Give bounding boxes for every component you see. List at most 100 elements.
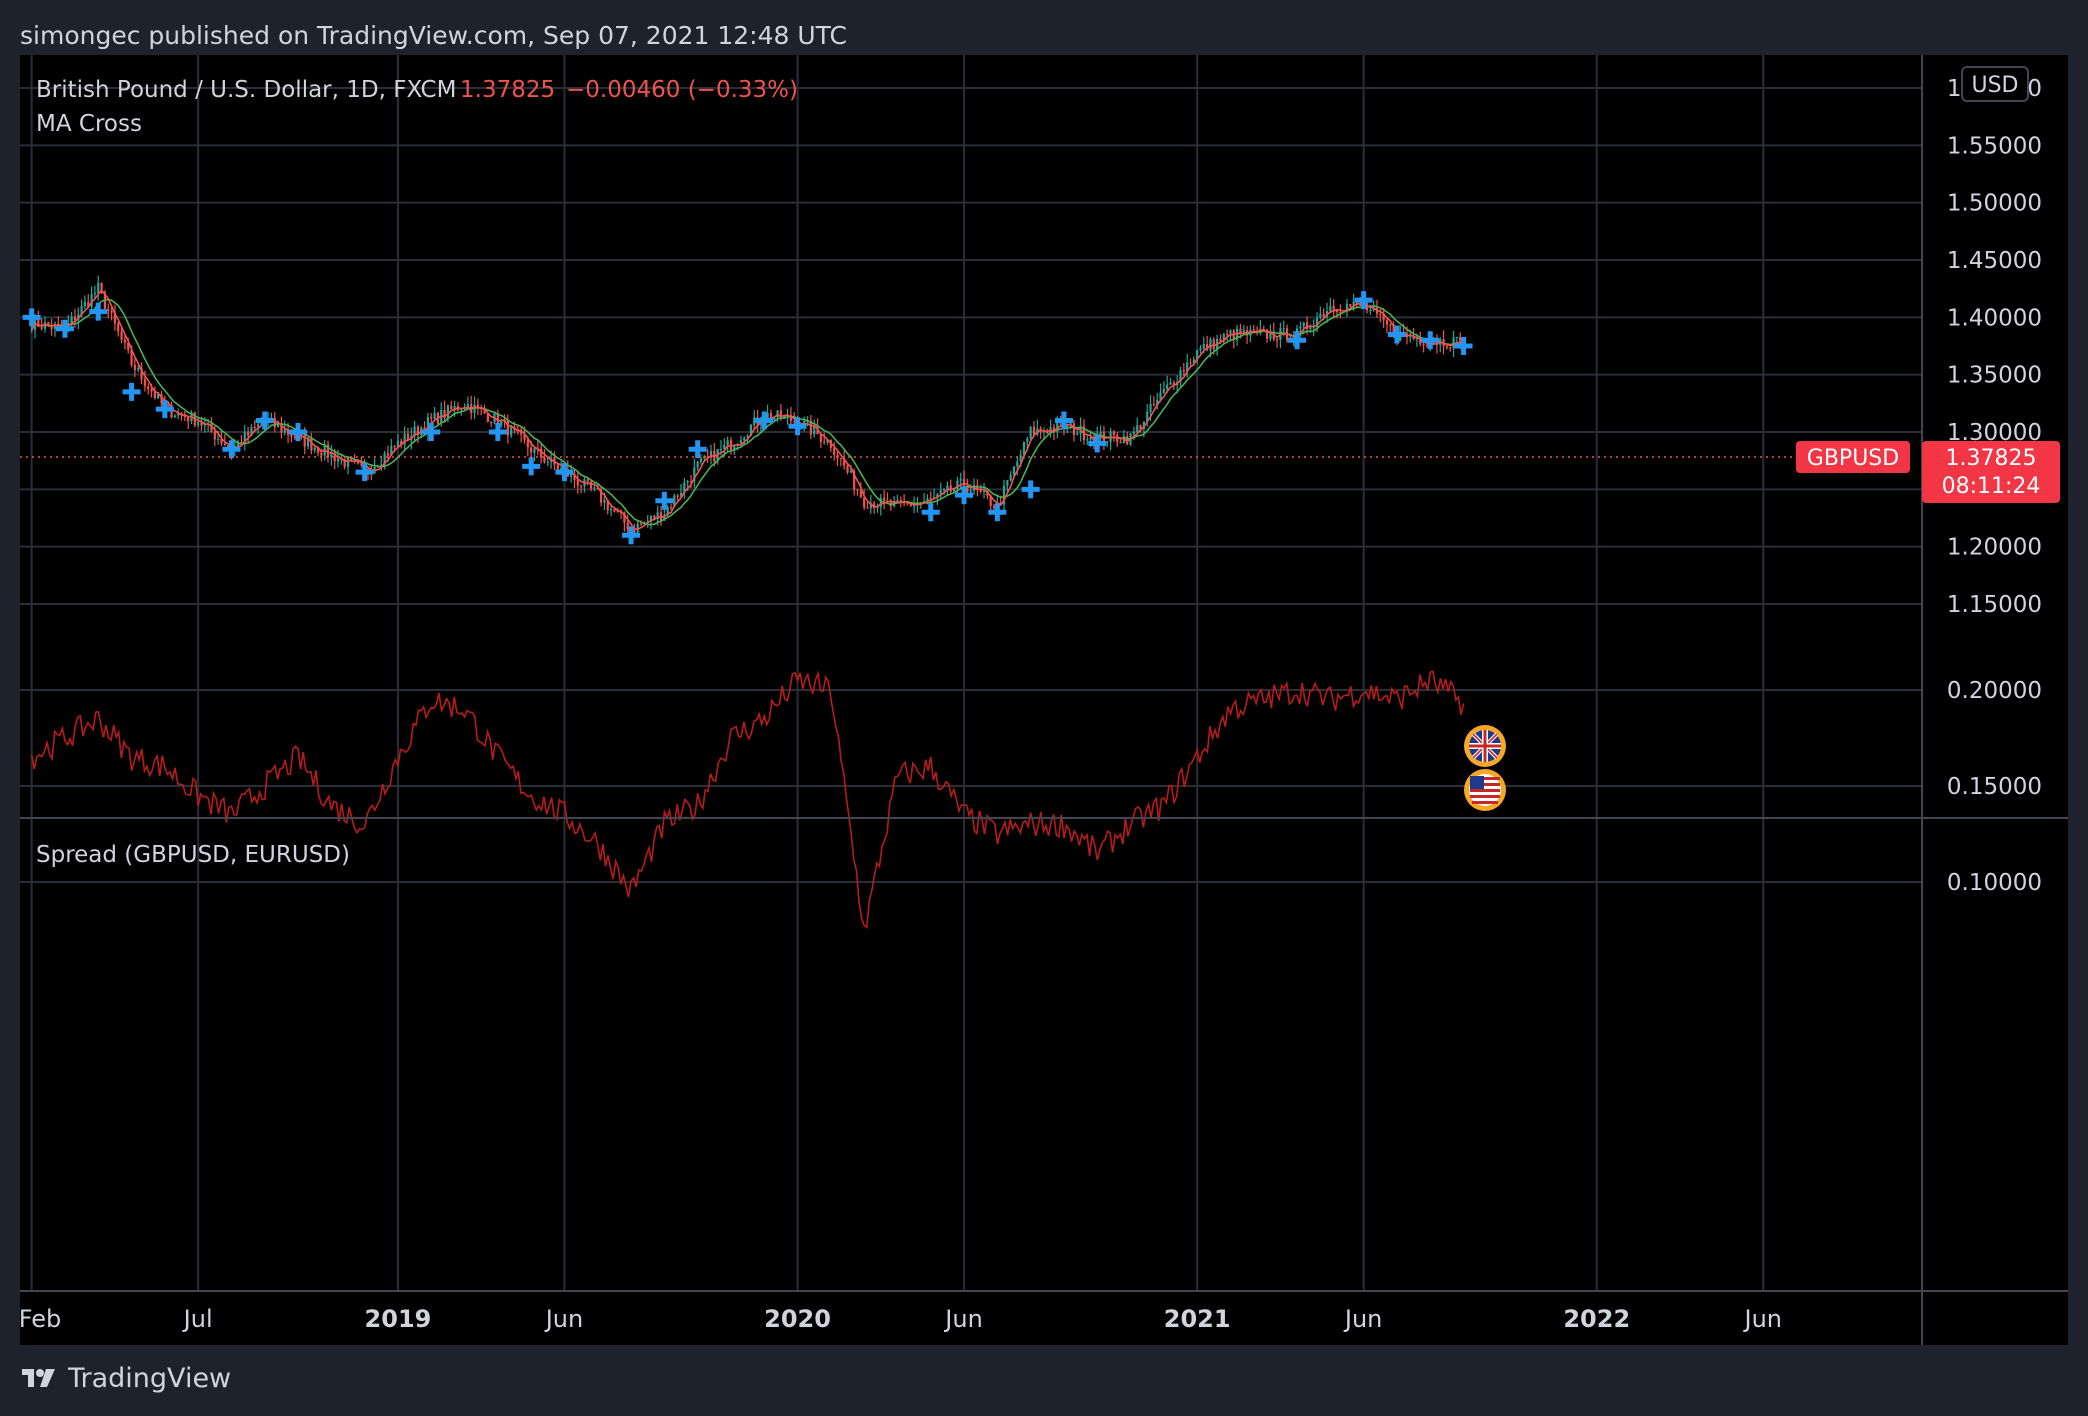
time-axis-tick: 2021: [1164, 1305, 1231, 1333]
candle-body: [520, 430, 523, 435]
candle-body: [969, 490, 972, 492]
candle-body: [443, 409, 446, 418]
spread-line: [30, 670, 1465, 930]
time-axis-tick: 2019: [365, 1305, 432, 1333]
candle-body: [473, 404, 476, 413]
candle-body: [986, 491, 989, 496]
candle-body: [540, 448, 543, 458]
candle-body: [1089, 436, 1092, 440]
candle-body: [729, 440, 733, 450]
candle-body: [306, 438, 310, 447]
candle-body: [1032, 426, 1036, 435]
candle-body: [1136, 425, 1139, 432]
ma-cross-marker: [1054, 411, 1073, 430]
ma-cross-marker: [1354, 291, 1373, 310]
ma-cross-marker: [55, 319, 74, 338]
candle-body: [746, 435, 749, 438]
price-axis-tick: 1.15000: [1947, 592, 2042, 618]
candle-body: [1345, 304, 1349, 312]
candle-body: [430, 417, 433, 419]
chart-area[interactable]: 1.600001.550001.500001.450001.400001.350…: [20, 55, 2068, 1345]
footer-brand[interactable]: TradingView: [20, 1356, 231, 1400]
candle-body: [133, 364, 136, 371]
candle-body: [1106, 441, 1109, 443]
time-axis-tick: Feb: [20, 1305, 61, 1333]
ma-cross-marker: [788, 417, 807, 436]
indicator-title[interactable]: MA Cross: [36, 111, 142, 137]
candle-body: [1066, 424, 1069, 429]
candle-body: [1072, 423, 1076, 435]
candle-body: [320, 452, 323, 456]
candle-body: [413, 426, 416, 437]
time-axis-tick: Jun: [943, 1305, 983, 1333]
candle-body: [546, 461, 549, 463]
candle-body: [1046, 431, 1049, 434]
candle-body: [280, 424, 283, 433]
candle-body: [1282, 328, 1285, 330]
candle-body: [879, 497, 882, 507]
candle-body: [846, 465, 849, 473]
footer-brand-text: TradingView: [68, 1362, 232, 1394]
candle-body: [1329, 306, 1332, 312]
candle-body: [739, 440, 743, 444]
spread-title[interactable]: Spread (GBPUSD, EURUSD): [36, 842, 350, 868]
candle-body: [1349, 304, 1352, 307]
candle-body: [946, 485, 949, 490]
time-axis-tick: Jun: [1743, 1305, 1783, 1333]
candle-body: [276, 424, 280, 428]
candle-body: [446, 405, 450, 418]
candle-body: [1309, 327, 1312, 330]
us-flag-icon[interactable]: [1464, 769, 1506, 811]
ma-cross-marker: [988, 503, 1007, 522]
candle-body: [639, 523, 643, 525]
candle-body: [283, 429, 286, 433]
candle-body: [313, 447, 316, 451]
candle-body: [1385, 320, 1389, 325]
candle-body: [490, 421, 493, 423]
instrument-title[interactable]: British Pound / U.S. Dollar, 1D, FXCM: [36, 77, 456, 103]
candle-body: [992, 505, 996, 508]
ma-cross-marker: [89, 302, 108, 321]
candle-body: [932, 497, 936, 499]
candle-body: [656, 512, 659, 520]
candle-body: [669, 507, 673, 509]
candle-body: [922, 501, 926, 503]
candle-body: [450, 405, 453, 410]
candle-body: [663, 515, 666, 521]
candle-body: [693, 467, 696, 482]
candle-body: [1332, 306, 1335, 310]
candle-body: [1392, 324, 1395, 337]
candle-body: [1319, 313, 1322, 318]
uk-flag-icon[interactable]: [1464, 725, 1506, 767]
candle-body: [83, 301, 87, 306]
candle-body: [939, 490, 942, 495]
candle-body: [147, 386, 150, 389]
candle-body: [227, 445, 230, 448]
candle-body: [649, 515, 653, 521]
candle-body: [956, 480, 959, 489]
candle-body: [1382, 313, 1385, 321]
candle-body: [326, 444, 330, 458]
candle-body: [253, 427, 256, 429]
candle-body: [586, 479, 589, 482]
candle-body: [759, 422, 763, 425]
candle-body: [1169, 382, 1172, 385]
candle-body: [653, 515, 656, 520]
candle-body: [1172, 382, 1175, 386]
price-label-value: 1.37825: [1946, 446, 2037, 471]
currency-button[interactable]: [1961, 66, 2029, 102]
candle-body: [293, 436, 296, 438]
candle-body: [1002, 485, 1006, 505]
candle-body: [180, 412, 183, 415]
candle-body: [876, 506, 879, 509]
candle-body: [1452, 337, 1455, 349]
candle-body: [530, 447, 533, 453]
time-axis[interactable]: Feb Jul 2019 Jun 2020 Jun 2021 Jun 2022 Jun: [20, 1305, 1782, 1333]
candle-body: [809, 420, 812, 435]
candle-body: [510, 426, 513, 436]
candle-body: [646, 520, 649, 522]
candle-body: [899, 500, 902, 502]
chart-svg[interactable]: 1.600001.550001.500001.450001.400001.350…: [20, 55, 2068, 1345]
candle-body: [1149, 403, 1152, 412]
ma-cross-marker: [222, 440, 241, 459]
